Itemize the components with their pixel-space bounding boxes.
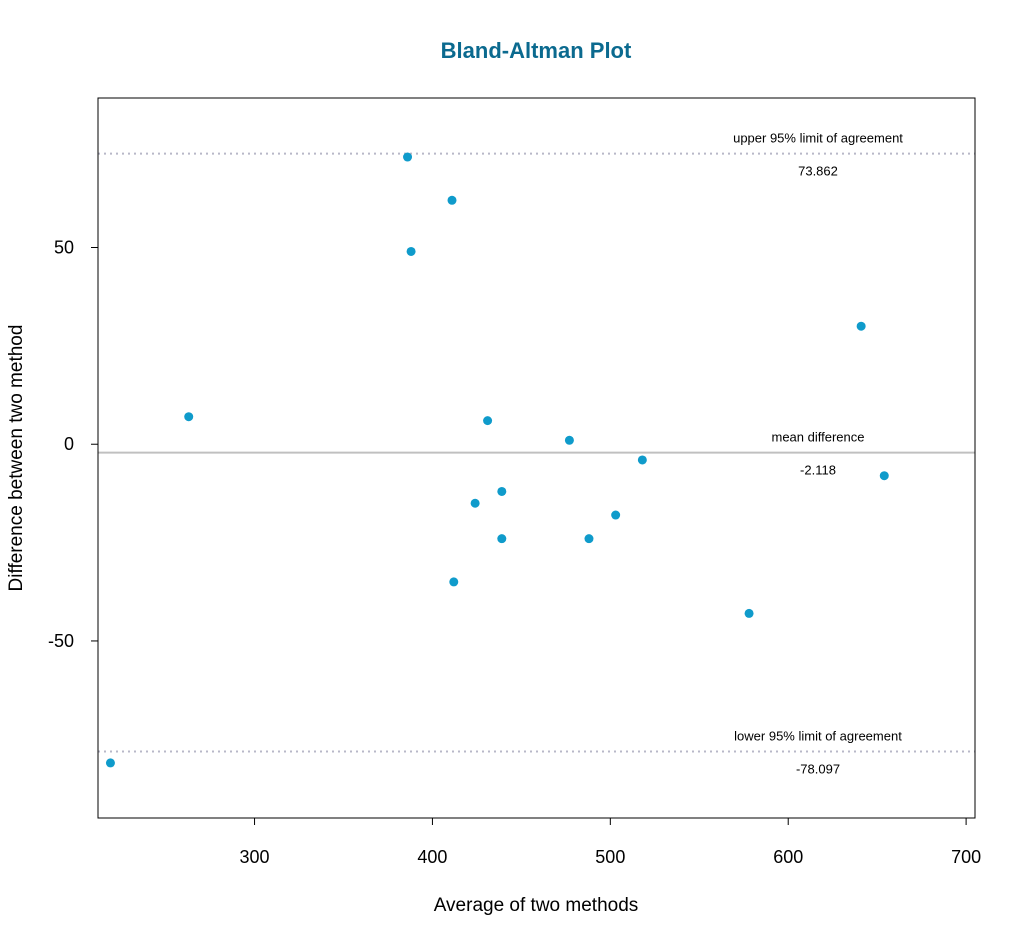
upper-line-value: 73.862 xyxy=(798,164,838,179)
x-tick-label: 700 xyxy=(951,847,981,867)
data-point-12 xyxy=(611,510,621,520)
data-point-9 xyxy=(497,534,507,544)
lower-line-value: -78.097 xyxy=(796,761,840,776)
data-point-8 xyxy=(497,486,507,496)
y-tick-label: -50 xyxy=(48,631,74,651)
data-point-4 xyxy=(447,195,457,205)
mean-line-label: mean difference xyxy=(772,430,865,445)
data-point-14 xyxy=(744,608,754,618)
x-axis: 300 400 500 600 700 xyxy=(240,817,981,867)
data-point-1 xyxy=(184,412,194,422)
data-points xyxy=(105,152,889,768)
data-point-2 xyxy=(403,152,413,162)
data-point-11 xyxy=(584,534,594,544)
x-tick-label: 600 xyxy=(773,847,803,867)
reference-lines: upper 95% limit of agreement 73.862 mean d… xyxy=(98,131,975,776)
data-point-3 xyxy=(406,246,416,256)
chart-title: Bland-Altman Plot xyxy=(441,38,632,63)
data-point-10 xyxy=(564,435,574,445)
y-axis-title: Difference between two method xyxy=(6,325,27,592)
y-axis: -50 0 50 xyxy=(48,238,99,651)
y-tick-label: 50 xyxy=(54,238,74,258)
x-tick-label: 400 xyxy=(417,847,447,867)
x-tick-label: 300 xyxy=(240,847,270,867)
mean-line-value: -2.118 xyxy=(800,463,836,478)
upper-line-label: upper 95% limit of agreement xyxy=(733,131,903,146)
x-tick-label: 500 xyxy=(595,847,625,867)
x-axis-title: Average of two methods xyxy=(434,895,639,916)
data-point-7 xyxy=(483,416,493,426)
plot-frame xyxy=(97,97,976,819)
data-point-0 xyxy=(105,758,115,768)
y-tick-label: 0 xyxy=(64,434,74,454)
data-point-6 xyxy=(470,498,480,508)
data-point-13 xyxy=(637,455,647,465)
data-point-15 xyxy=(856,321,866,331)
data-point-5 xyxy=(449,577,459,587)
lower-line-label: lower 95% limit of agreement xyxy=(734,728,902,743)
data-point-16 xyxy=(879,471,889,481)
